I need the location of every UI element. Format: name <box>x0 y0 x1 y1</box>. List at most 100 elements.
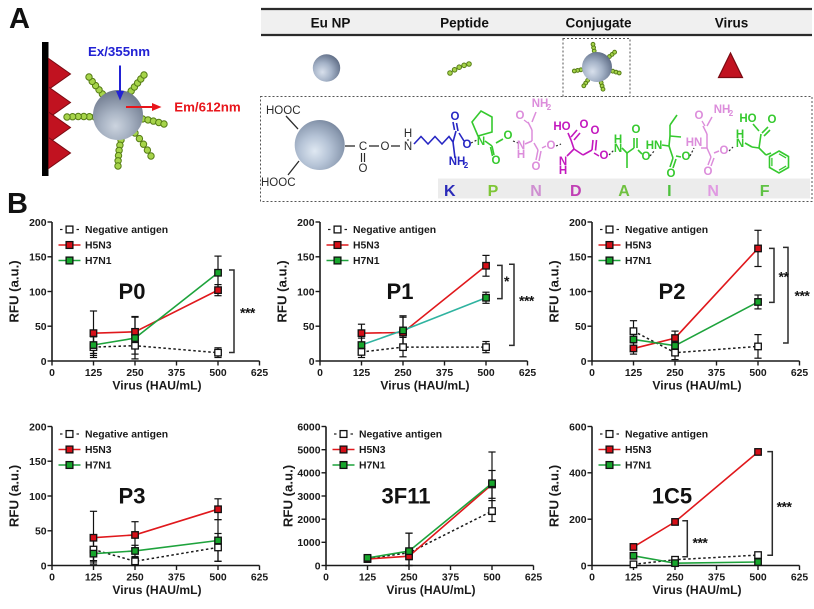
svg-text:RFU (a.u.): RFU (a.u.) <box>275 260 290 322</box>
svg-text:250: 250 <box>126 572 144 583</box>
svg-text:Negative antigen: Negative antigen <box>85 430 168 441</box>
svg-text:H7N1: H7N1 <box>85 256 112 267</box>
svg-text:250: 250 <box>400 572 418 583</box>
svg-text:H7N1: H7N1 <box>85 461 112 472</box>
svg-text:Em/612nm: Em/612nm <box>174 99 241 114</box>
svg-text:Negative antigen: Negative antigen <box>359 430 442 441</box>
svg-text:A: A <box>9 3 30 35</box>
svg-text:C: C <box>359 141 367 153</box>
svg-text:H5N3: H5N3 <box>625 445 652 456</box>
svg-text:250: 250 <box>394 368 412 379</box>
svg-text:150: 150 <box>297 253 315 264</box>
svg-text:O: O <box>463 139 472 151</box>
svg-text:200: 200 <box>29 218 47 229</box>
svg-text:O: O <box>381 141 390 153</box>
svg-text:Negative antigen: Negative antigen <box>625 430 708 441</box>
svg-text:O: O <box>451 111 460 123</box>
svg-text:H7N1: H7N1 <box>625 256 652 267</box>
svg-text:0: 0 <box>49 572 55 583</box>
svg-text:H7N1: H7N1 <box>359 461 386 472</box>
svg-text:0: 0 <box>315 561 321 572</box>
svg-text:4000: 4000 <box>297 469 320 480</box>
svg-text:0: 0 <box>41 561 47 572</box>
svg-text:200: 200 <box>569 218 587 229</box>
svg-text:***: *** <box>519 293 535 309</box>
svg-text:3000: 3000 <box>297 492 320 503</box>
svg-text:HO: HO <box>553 121 570 133</box>
svg-text:H5N3: H5N3 <box>353 241 380 252</box>
svg-text:*: * <box>504 273 510 289</box>
svg-text:100: 100 <box>297 287 315 298</box>
svg-text:625: 625 <box>251 572 269 583</box>
svg-text:3F11: 3F11 <box>382 484 431 509</box>
svg-text:Negative antigen: Negative antigen <box>85 225 168 236</box>
svg-text:375: 375 <box>436 368 454 379</box>
svg-text:***: *** <box>693 534 709 550</box>
svg-text:O: O <box>547 140 556 152</box>
svg-text:150: 150 <box>29 457 47 468</box>
svg-text:P1: P1 <box>387 279 414 304</box>
svg-text:125: 125 <box>85 368 103 379</box>
svg-text:Virus (HAU/mL): Virus (HAU/mL) <box>112 379 201 393</box>
svg-text:H7N1: H7N1 <box>625 461 652 472</box>
svg-text:0: 0 <box>41 357 47 368</box>
svg-text:Virus: Virus <box>715 16 749 31</box>
svg-text:NH: NH <box>449 156 466 168</box>
svg-text:RFU (a.u.): RFU (a.u.) <box>547 260 562 322</box>
svg-text:Virus (HAU/mL): Virus (HAU/mL) <box>652 379 741 393</box>
svg-text:O: O <box>632 124 641 136</box>
svg-text:500: 500 <box>477 368 495 379</box>
svg-text:375: 375 <box>168 572 186 583</box>
svg-text:625: 625 <box>519 368 537 379</box>
svg-text:O: O <box>492 155 501 167</box>
svg-text:125: 125 <box>359 572 377 583</box>
svg-text:5000: 5000 <box>297 446 320 457</box>
svg-text:HO: HO <box>739 113 756 125</box>
svg-text:H5N3: H5N3 <box>85 445 112 456</box>
svg-text:***: *** <box>240 304 256 320</box>
svg-text:I: I <box>667 183 671 200</box>
svg-text:500: 500 <box>209 572 227 583</box>
svg-text:0: 0 <box>589 572 595 583</box>
svg-text:H5N3: H5N3 <box>85 241 112 252</box>
svg-text:O: O <box>600 150 609 162</box>
svg-text:Virus (HAU/mL): Virus (HAU/mL) <box>380 379 469 393</box>
svg-text:625: 625 <box>791 572 809 583</box>
svg-text:H: H <box>736 129 744 141</box>
svg-text:2: 2 <box>729 109 734 118</box>
svg-text:0: 0 <box>309 357 315 368</box>
svg-text:Conjugate: Conjugate <box>566 16 632 31</box>
svg-text:125: 125 <box>85 572 103 583</box>
svg-text:HN: HN <box>646 140 663 152</box>
svg-text:D: D <box>570 183 582 200</box>
svg-text:500: 500 <box>209 368 227 379</box>
svg-text:**: ** <box>779 268 790 284</box>
svg-text:RFU (a.u.): RFU (a.u.) <box>7 465 22 527</box>
svg-text:250: 250 <box>666 572 684 583</box>
svg-text:50: 50 <box>575 322 587 333</box>
svg-text:P3: P3 <box>119 484 146 509</box>
svg-text:N: N <box>614 143 622 155</box>
svg-text:1C5: 1C5 <box>652 484 692 509</box>
svg-text:Negative antigen: Negative antigen <box>625 225 708 236</box>
svg-text:Virus (HAU/mL): Virus (HAU/mL) <box>652 583 741 597</box>
svg-text:625: 625 <box>525 572 543 583</box>
svg-text:***: *** <box>777 499 793 515</box>
svg-text:50: 50 <box>303 322 315 333</box>
svg-text:50: 50 <box>35 527 47 538</box>
svg-text:2: 2 <box>547 103 552 112</box>
svg-text:500: 500 <box>749 572 767 583</box>
svg-text:O: O <box>682 151 691 163</box>
svg-text:O: O <box>516 110 525 122</box>
svg-text:Virus (HAU/mL): Virus (HAU/mL) <box>386 583 475 597</box>
svg-text:6000: 6000 <box>297 422 320 433</box>
svg-text:O: O <box>532 161 541 173</box>
svg-text:375: 375 <box>168 368 186 379</box>
svg-text:625: 625 <box>251 368 269 379</box>
svg-text:2000: 2000 <box>297 515 320 526</box>
svg-text:H: H <box>614 134 622 146</box>
svg-text:O: O <box>504 130 513 142</box>
svg-text:HOOC: HOOC <box>266 105 301 117</box>
svg-text:O: O <box>580 119 589 131</box>
svg-text:375: 375 <box>442 572 460 583</box>
